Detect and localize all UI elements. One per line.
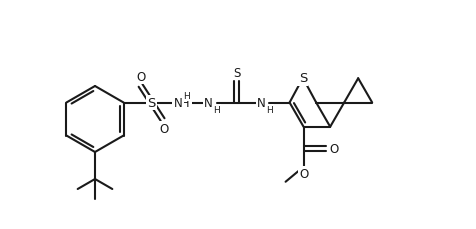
Text: S: S (147, 97, 156, 109)
Text: S: S (232, 67, 240, 80)
Text: N: N (204, 97, 212, 109)
Text: O: O (328, 143, 337, 155)
Text: H: H (266, 106, 272, 114)
Text: O: O (159, 123, 168, 135)
Text: H: H (213, 106, 219, 114)
Text: NH: NH (172, 97, 190, 109)
Text: S: S (298, 72, 307, 85)
Text: O: O (298, 168, 307, 180)
Text: N: N (174, 97, 183, 109)
Text: H: H (183, 92, 189, 101)
Text: N: N (257, 97, 266, 109)
Text: O: O (136, 71, 145, 84)
